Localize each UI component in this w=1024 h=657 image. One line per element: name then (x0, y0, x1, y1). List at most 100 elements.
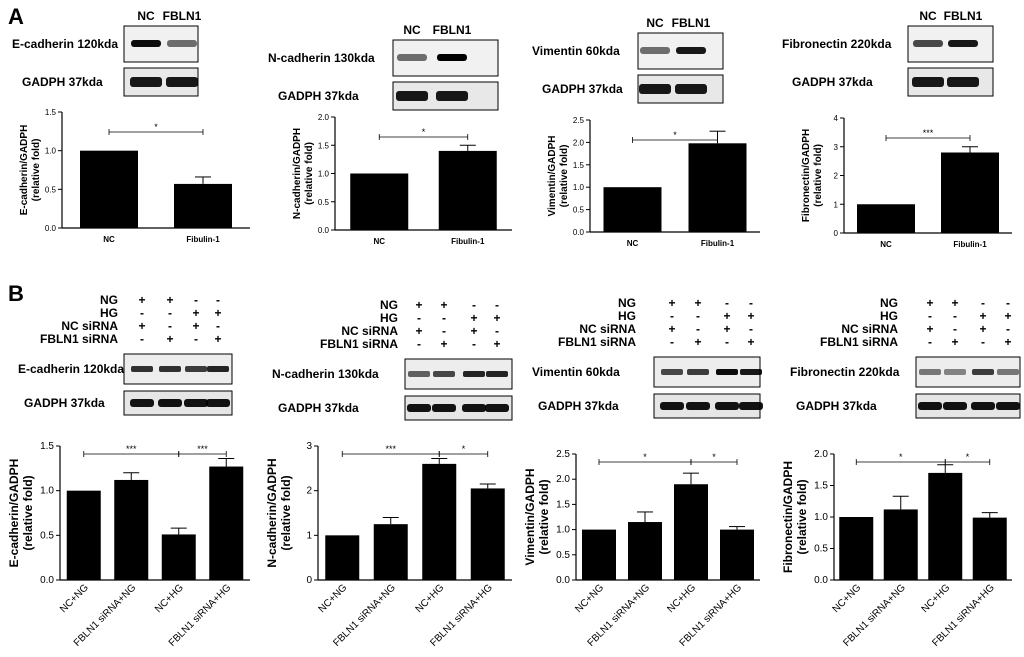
bar (80, 150, 138, 228)
blot-target-label: E-cadherin 120kda (18, 362, 124, 376)
condition-sign: + (214, 306, 221, 320)
blot-b-3: NG + + - -HG - - + +NC siRNA + - + -FBLN1 siRNA - + - +V… (532, 296, 763, 419)
condition-sign: + (723, 309, 730, 323)
y-axis-label: N-cadherin/GADPH (292, 128, 303, 219)
blot-band (158, 399, 182, 407)
y-tick-label: 1.0 (556, 525, 570, 536)
condition-sign: - (472, 337, 476, 351)
bar (209, 466, 244, 580)
y-tick-label: 2.5 (556, 449, 570, 460)
condition-sign: - (216, 319, 220, 333)
significance-label: * (966, 452, 970, 462)
blot-target-label: Fibronectin 220kda (782, 37, 892, 51)
blot-loading-label: GADPH 37kda (22, 75, 103, 89)
significance-label: * (899, 452, 903, 462)
condition-sign: - (472, 298, 476, 312)
y-axis-label: E-cadherin/GADPH (19, 125, 30, 216)
condition-label: NC siRNA (61, 319, 118, 333)
condition-sign: + (1004, 335, 1011, 349)
y-tick-label: 1 (834, 200, 839, 209)
blot-band (485, 404, 509, 412)
blot-band (947, 77, 979, 87)
condition-sign: - (725, 335, 729, 349)
blot-band (739, 402, 763, 410)
blot-loading-label: GADPH 37kda (792, 75, 873, 89)
x-tick-label: NC+HG (920, 582, 953, 615)
condition-sign: - (194, 293, 198, 307)
y-tick-label: 0.5 (814, 544, 828, 555)
y-tick-label: 0.0 (318, 226, 330, 235)
condition-sign: + (493, 311, 500, 325)
condition-sign: - (928, 309, 932, 323)
condition-sign: + (747, 335, 754, 349)
condition-sign: - (696, 309, 700, 323)
blot-band (996, 402, 1020, 410)
bar (470, 488, 505, 580)
significance-label: * (643, 452, 647, 462)
condition-sign: + (166, 293, 173, 307)
x-tick-label: Fibulin-1 (701, 239, 735, 248)
condition-label: HG (100, 306, 118, 320)
x-tick-label: NC (373, 237, 385, 246)
condition-sign: + (138, 293, 145, 307)
significance-label: * (712, 452, 716, 462)
blot-band (639, 84, 671, 94)
bar (438, 150, 497, 230)
blot-band (206, 399, 230, 407)
blot-target-label: N-cadherin 130kda (268, 51, 375, 65)
bar (972, 517, 1007, 580)
condition-sign: + (192, 306, 199, 320)
blot-band (436, 91, 468, 101)
y-tick-label: 1.5 (318, 141, 330, 150)
blot-band (130, 77, 162, 87)
condition-sign: - (442, 311, 446, 325)
blot-band (462, 404, 486, 412)
lane-label: FBLN1 (672, 16, 711, 30)
y-axis-label: (relative fold) (304, 142, 315, 205)
condition-sign: - (168, 306, 172, 320)
bar (688, 143, 747, 232)
blot-loading-label: GADPH 37kda (278, 89, 359, 103)
blot-band (463, 371, 485, 377)
blot-band (131, 366, 153, 372)
significance-label: *** (197, 444, 208, 454)
condition-sign: + (192, 319, 199, 333)
condition-sign: - (1006, 322, 1010, 336)
x-tick-label: NC (627, 239, 639, 248)
condition-sign: - (981, 296, 985, 310)
chart-2: 0.0 0.5 1.0 1.5 2.0 N-cadherin/GADPH (relative… (292, 113, 512, 246)
condition-sign: - (749, 322, 753, 336)
condition-sign: + (1004, 309, 1011, 323)
condition-sign: + (926, 322, 933, 336)
condition-sign: - (749, 296, 753, 310)
y-tick-label: 0.0 (45, 224, 57, 233)
condition-label: FBLN1 siRNA (558, 335, 636, 349)
blot-a-4: NC FBLN1 Fibronectin 220kda GADPH 37kda (782, 9, 994, 97)
y-tick-label: 0.0 (573, 228, 585, 237)
bar (373, 524, 408, 580)
blot-band (207, 366, 229, 372)
y-tick-label: 1.5 (573, 161, 585, 170)
y-tick-label: 1.5 (40, 441, 54, 452)
condition-sign: + (440, 337, 447, 351)
condition-sign: + (951, 335, 958, 349)
significance-label: * (673, 130, 677, 140)
y-axis-label: Fibronectin/GADPH (781, 461, 795, 573)
y-tick-label: 2.0 (573, 138, 585, 147)
condition-label: NG (618, 296, 636, 310)
condition-sign: + (979, 322, 986, 336)
condition-sign: - (725, 296, 729, 310)
blot-target-label: Vimentin 60kda (532, 365, 620, 379)
x-tick-label: Fibulin-1 (953, 240, 987, 249)
significance-label: *** (923, 128, 934, 138)
y-tick-label: 0.0 (814, 575, 828, 586)
x-tick-label: NC (103, 235, 115, 244)
lane-label: FBLN1 (163, 9, 202, 23)
bar (174, 183, 232, 228)
blot-band (185, 366, 207, 372)
bar (628, 522, 662, 580)
bar (422, 463, 457, 580)
condition-sign: - (140, 332, 144, 346)
chart-4: 0 1 2 3 4 Fibronectin/GADPH (relative fold) NC F… (801, 114, 1012, 249)
blot-band (130, 399, 154, 407)
